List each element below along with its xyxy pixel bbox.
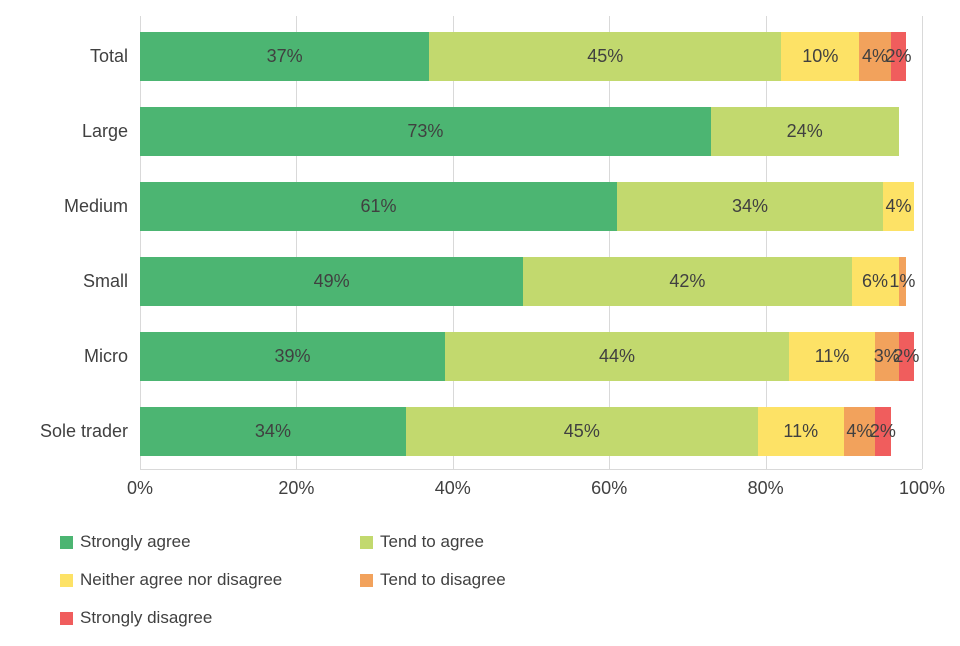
legend-label: Tend to agree	[380, 532, 484, 551]
bar-segment[interactable]: 3%	[873, 332, 900, 381]
bar-segment-label: 39%	[274, 346, 311, 366]
bar-segment-label: 34%	[731, 196, 768, 216]
bar-segment-label: 37%	[266, 46, 303, 66]
bar-track: 49% 42% 6% 1%	[140, 257, 922, 306]
bar-segment[interactable]: 11%	[757, 407, 844, 456]
category-label: Micro	[84, 346, 128, 366]
legend-swatch-icon	[60, 573, 73, 587]
legend-label: Strongly disagree	[80, 608, 213, 627]
legend-item[interactable]: Tend to agree	[360, 532, 660, 552]
gridline	[609, 16, 611, 469]
bar-segment-label: 4%	[862, 46, 889, 66]
bar-segment-label: 73%	[407, 121, 444, 141]
bar-segment[interactable]: 45%	[429, 32, 782, 81]
gridline	[922, 16, 923, 469]
bar-segment[interactable]: 39%	[140, 332, 445, 381]
category-label: Medium	[63, 196, 128, 216]
x-tick-label: 20%	[278, 478, 315, 498]
legend-item[interactable]: Strongly disagree	[60, 608, 360, 628]
bar-segment[interactable]: 24%	[710, 107, 899, 156]
bar-track: 39% 44% 11% 3% 2%	[140, 332, 922, 381]
bar-segment[interactable]: 4%	[882, 182, 915, 231]
bar-row: Small 49% 42% 6% 1%	[12, 257, 930, 306]
x-tick-label: 80%	[747, 478, 784, 498]
bar-segment[interactable]: 61%	[140, 182, 618, 231]
bar-segment-label: 34%	[254, 421, 291, 441]
legend-item[interactable]: Strongly agree	[60, 532, 360, 552]
bar-segment-label: 11%	[783, 421, 819, 441]
bar-segment-label: 2%	[869, 421, 896, 441]
legend-swatch-icon	[60, 611, 73, 625]
gridline	[765, 16, 767, 469]
bar-segment-label: 6%	[862, 271, 889, 291]
x-tick-label: 0%	[126, 478, 154, 498]
bar-rows: Total 37% 45% 10% 4% 2% Large 73% 24% Medium 61% 34…	[12, 16, 930, 470]
bar-segment-label: 3%	[873, 346, 900, 366]
bar-segment-label: 10%	[802, 46, 839, 66]
legend-label: Tend to disagree	[380, 570, 506, 589]
bar-segment[interactable]: 2%	[870, 407, 896, 456]
bar-segment-label: 61%	[360, 196, 397, 216]
bar-segment-label: 4%	[885, 196, 912, 216]
bar-segment-label: 4%	[846, 421, 873, 441]
bar-segment[interactable]: 44%	[444, 332, 790, 381]
bar-segment-label: 45%	[563, 421, 600, 441]
bar-segment[interactable]: 42%	[523, 257, 852, 306]
legend: Strongly agree Tend to agree Neither agree…	[60, 532, 930, 646]
bar-row: Large 73% 24%	[12, 107, 930, 156]
bar-segment-label: 24%	[786, 121, 823, 141]
bar-segment[interactable]: 45%	[405, 407, 758, 456]
legend-swatch-icon	[360, 535, 373, 549]
x-tick-label: 100%	[898, 478, 946, 498]
category-label: Total	[89, 46, 128, 66]
bar-row: Micro 39% 44% 11% 3% 2%	[12, 332, 930, 381]
legend-label: Strongly agree	[80, 532, 191, 551]
legend-item[interactable]: Tend to disagree	[360, 570, 660, 590]
bar-segment[interactable]: 49%	[140, 257, 524, 306]
bar-segment-label: 49%	[313, 271, 350, 291]
bar-track: 73% 24%	[140, 107, 922, 156]
gridline	[140, 16, 141, 469]
legend-item[interactable]: Neither agree nor disagree	[60, 570, 360, 590]
bar-segment[interactable]: 2%	[885, 32, 912, 81]
bar-segment[interactable]: 11%	[789, 332, 876, 381]
bar-segment[interactable]: 4%	[859, 32, 891, 81]
category-label: Sole trader	[39, 421, 128, 441]
bar-segment-label: 42%	[669, 271, 706, 291]
bar-segment-label: 11%	[814, 346, 850, 366]
bar-row: Total 37% 45% 10% 4% 2%	[12, 32, 930, 81]
legend-label: Neither agree nor disagree	[80, 570, 283, 589]
bar-segment[interactable]: 2%	[893, 332, 919, 381]
bar-segment[interactable]: 34%	[140, 407, 406, 456]
bar-track: 61% 34% 4%	[140, 182, 922, 231]
category-label: Small	[82, 271, 128, 291]
category-label: Large	[81, 121, 128, 141]
x-axis: 0% 20% 40% 60% 80% 100%	[127, 470, 945, 506]
legend-swatch-icon	[360, 573, 373, 587]
bar-row: Medium 61% 34% 4%	[12, 182, 930, 231]
gridline	[452, 16, 454, 469]
bar-segment[interactable]: 10%	[781, 32, 860, 81]
bar-segment[interactable]: 37%	[140, 32, 430, 81]
bar-segment[interactable]: 1%	[889, 257, 915, 306]
bar-segment-label: 45%	[587, 46, 624, 66]
bar-segment-label: 2%	[885, 46, 912, 66]
x-tick-label: 40%	[434, 478, 471, 498]
bar-segment-label: 44%	[598, 346, 636, 366]
plot-area: Total 37% 45% 10% 4% 2% Large 73% 24% Medium 61% 34…	[12, 16, 930, 470]
bar-segment[interactable]: 34%	[617, 182, 883, 231]
x-tick-label: 60%	[591, 478, 628, 498]
bar-track: 37% 45% 10% 4% 2%	[140, 32, 922, 81]
bar-segment-label: 2%	[893, 346, 920, 366]
bar-row: Sole trader 34% 45% 11% 4% 2%	[12, 407, 930, 456]
bar-segment[interactable]: 73%	[140, 107, 711, 156]
legend-swatch-icon	[60, 535, 73, 549]
gridlines-layer	[140, 16, 923, 470]
bar-segment-label: 1%	[889, 271, 916, 291]
bar-segment[interactable]: 6%	[851, 257, 899, 306]
gridline	[296, 16, 298, 469]
bar-segment[interactable]: 4%	[843, 407, 876, 456]
bar-track: 34% 45% 11% 4% 2%	[140, 407, 922, 456]
